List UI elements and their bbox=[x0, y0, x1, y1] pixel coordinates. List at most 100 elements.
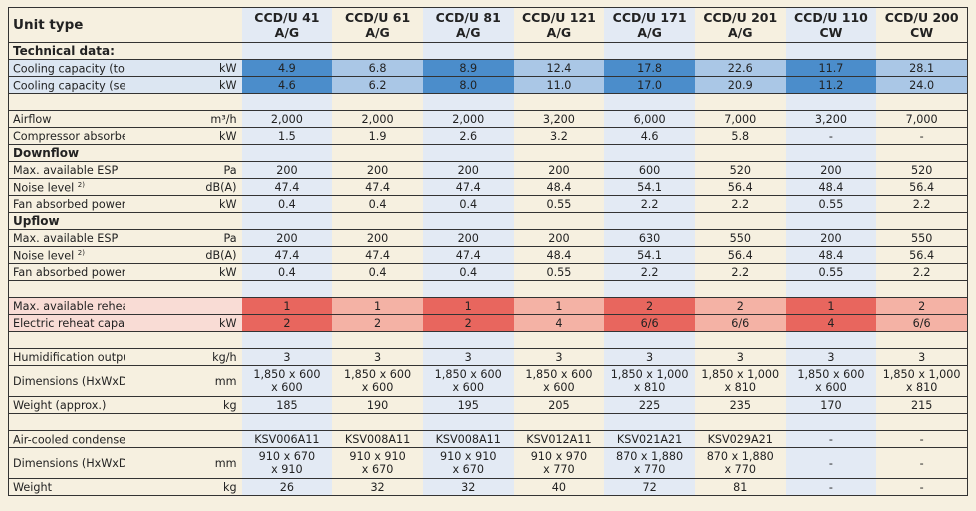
spacer-row bbox=[7, 331, 969, 349]
row-label-text: Electric reheat capacity 1/2 bbox=[13, 316, 125, 330]
row-label: Dimensions (HxWxD) bbox=[8, 447, 126, 479]
row-unit: mm bbox=[125, 365, 242, 397]
value-cell: 1 bbox=[332, 297, 423, 315]
value-cell: 54.1 bbox=[604, 246, 695, 264]
value-cell: KSV012A11 bbox=[513, 430, 605, 448]
value-cell: 200 bbox=[785, 229, 877, 247]
value-line-1: 1,850 x 1,000 bbox=[610, 368, 689, 381]
value-cell bbox=[604, 93, 695, 111]
value-cell bbox=[241, 413, 333, 431]
value-cell: 6,000 bbox=[604, 110, 695, 128]
value-cell: 2 bbox=[332, 314, 423, 332]
row-unit bbox=[125, 297, 242, 315]
value-cell: 195 bbox=[422, 396, 514, 414]
value-cell bbox=[785, 42, 877, 60]
value-cell: 3 bbox=[513, 348, 605, 366]
value-cell: 200 bbox=[241, 161, 333, 179]
value-cell bbox=[694, 42, 786, 60]
value-cell: 1,850 x 600 x 600 bbox=[422, 365, 514, 397]
model-name: CCD/U 61 bbox=[344, 10, 411, 25]
value-cell: 8.9 bbox=[422, 59, 514, 77]
value-cell: 47.4 bbox=[332, 246, 423, 264]
value-cell: 2,000 bbox=[332, 110, 423, 128]
value-cell: 1.9 bbox=[332, 127, 423, 145]
value-cell bbox=[876, 93, 969, 111]
value-line-2: x 670 bbox=[452, 463, 484, 476]
row-unit: kW bbox=[125, 314, 242, 332]
model-variant: A/G bbox=[637, 25, 662, 40]
value-line-1: 1,850 x 600 bbox=[253, 368, 321, 381]
row-label: Max. available ESP bbox=[8, 229, 126, 247]
value-cell: 32 bbox=[332, 478, 423, 496]
value-cell: 200 bbox=[513, 229, 605, 247]
table-row: Fan absorbed power kW 0.4 0.4 0.4 0.55 2.2 2.2 0… bbox=[8, 263, 969, 281]
value-cell: 8.0 bbox=[422, 76, 514, 94]
value-cell bbox=[241, 144, 333, 162]
row-unit: kg bbox=[125, 478, 242, 496]
value-line-2: x 910 bbox=[271, 463, 303, 476]
row-label: Weight (approx.) bbox=[8, 396, 126, 414]
value-cell: 28.1 bbox=[876, 59, 969, 77]
column-header: CCD/U 171 A/G bbox=[604, 7, 695, 43]
value-cell: 56.4 bbox=[694, 178, 786, 196]
row-label-text: Downflow bbox=[13, 145, 80, 160]
row-unit: dB(A) bbox=[125, 178, 242, 196]
value-cell: 47.4 bbox=[241, 178, 333, 196]
value-cell: 870 x 1,880 x 770 bbox=[694, 447, 786, 479]
row-unit: kW bbox=[125, 263, 242, 281]
value-cell bbox=[785, 212, 877, 230]
value-cell: 2 bbox=[241, 314, 333, 332]
column-header: CCD/U 61 A/G bbox=[332, 7, 423, 43]
value-cell: 1 bbox=[513, 297, 605, 315]
value-cell: 47.4 bbox=[422, 246, 514, 264]
value-cell: 4.6 bbox=[604, 127, 695, 145]
row-label: Noise level 2) bbox=[8, 246, 126, 264]
value-cell: 200 bbox=[241, 229, 333, 247]
value-cell bbox=[422, 42, 514, 60]
value-cell: 11.7 bbox=[785, 59, 877, 77]
row-unit: kW bbox=[125, 195, 242, 213]
value-cell: 47.4 bbox=[422, 178, 514, 196]
value-cell: 0.55 bbox=[785, 195, 877, 213]
row-label-text: Upflow bbox=[13, 213, 60, 228]
value-cell bbox=[876, 413, 969, 431]
value-cell bbox=[332, 144, 423, 162]
value-cell bbox=[694, 212, 786, 230]
row-label-text: Technical data: bbox=[13, 43, 115, 58]
row-label-text: Humidification output (max.) bbox=[13, 350, 125, 364]
value-cell bbox=[513, 212, 605, 230]
value-cell: - bbox=[876, 430, 969, 448]
value-cell: 54.1 bbox=[604, 178, 695, 196]
value-cell bbox=[332, 42, 423, 60]
table-row: Max. available ESP Pa 200 200 200 200 600 520 20… bbox=[8, 161, 969, 179]
spacer-row bbox=[7, 280, 969, 298]
value-cell bbox=[604, 331, 695, 349]
column-header: CCD/U 110 CW bbox=[785, 7, 877, 43]
value-cell: 11.0 bbox=[513, 76, 605, 94]
value-cell: 3 bbox=[876, 348, 969, 366]
header-row: Unit type CCD/U 41 A/G CCD/U 61 A/G CCD/U 81 A… bbox=[7, 7, 969, 43]
row-label-text: Max. available ESP bbox=[13, 163, 119, 177]
value-cell: 2.2 bbox=[604, 195, 695, 213]
value-cell: 72 bbox=[604, 478, 695, 496]
row-label: Humidification output (max.) bbox=[8, 348, 126, 366]
value-cell: 1,850 x 600 x 600 bbox=[332, 365, 423, 397]
row-label-text: Cooling capacity (sensible) bbox=[13, 79, 125, 93]
value-cell: KSV008A11 bbox=[332, 430, 423, 448]
value-cell: 1,850 x 1,000 x 810 bbox=[876, 365, 969, 397]
value-cell bbox=[876, 144, 969, 162]
spacer-row bbox=[7, 93, 969, 111]
value-cell: 1.5 bbox=[241, 127, 333, 145]
value-cell: - bbox=[876, 447, 969, 479]
value-cell bbox=[604, 42, 695, 60]
row-unit: m³/h bbox=[125, 110, 242, 128]
value-cell: 2 bbox=[694, 297, 786, 315]
unit-type-header: Unit type bbox=[7, 7, 242, 43]
value-cell: 47.4 bbox=[241, 246, 333, 264]
model-variant: A/G bbox=[455, 25, 481, 40]
row-unit: kg bbox=[125, 396, 242, 414]
value-cell: 215 bbox=[876, 396, 969, 414]
row-label: Cooling capacity (total) 1) bbox=[8, 59, 126, 77]
value-cell: 2.2 bbox=[876, 195, 969, 213]
value-line-1: 1,850 x 600 bbox=[344, 368, 412, 381]
